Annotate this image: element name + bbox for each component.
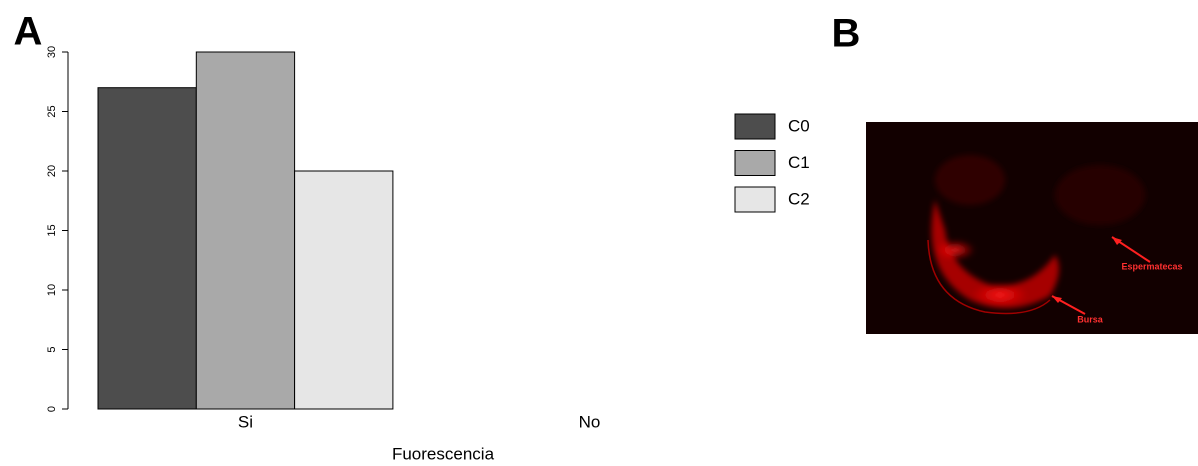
bar — [97, 87, 197, 410]
y-tick-label: 20 — [46, 165, 58, 177]
x-axis-label: Fuorescencia — [392, 444, 495, 463]
legend-swatch — [734, 113, 776, 140]
legend-label: C1 — [788, 153, 810, 172]
legend-label: C0 — [788, 116, 810, 135]
y-tick-label: 10 — [46, 284, 58, 296]
annotation: Espermatecas — [1121, 261, 1182, 271]
bar — [294, 170, 394, 410]
panel-label: B — [832, 12, 861, 56]
legend-label: C2 — [788, 189, 810, 208]
bar-chart: 0 5 10 15 20 25 30 Si No Fuorescencia C0 C1 C2 — [46, 46, 810, 464]
y-tick-label: 0 — [46, 406, 58, 412]
y-tick-label: 25 — [46, 105, 58, 117]
y-tick-label: 5 — [46, 346, 58, 352]
y-tick-label: 30 — [46, 46, 58, 58]
bar — [195, 51, 296, 410]
legend-swatch — [734, 186, 776, 213]
legend-swatch — [734, 150, 776, 176]
x-tick-label: Si — [238, 412, 253, 431]
panel-label: A — [14, 10, 43, 54]
x-tick-label: No — [579, 412, 601, 431]
y-tick-label: 15 — [46, 224, 58, 236]
microscopy-image: Espermatecas Bursa — [866, 122, 1198, 334]
annotation: Bursa — [1077, 314, 1104, 324]
